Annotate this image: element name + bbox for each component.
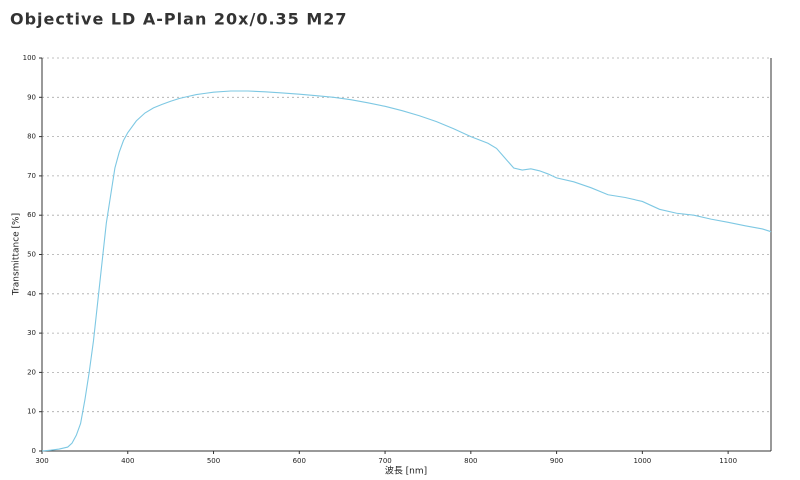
y-tick-label: 70 <box>27 172 36 180</box>
y-tick-label: 20 <box>27 368 36 376</box>
y-tick-label: 0 <box>32 447 36 455</box>
x-tick-label: 1100 <box>719 457 737 465</box>
x-tick-label: 400 <box>121 457 134 465</box>
x-axis-label: 波長 [nm] <box>385 465 427 477</box>
y-tick-label: 100 <box>23 54 36 62</box>
x-tick-label: 700 <box>378 457 391 465</box>
x-tick-label: 1000 <box>633 457 651 465</box>
x-tick-label: 300 <box>35 457 48 465</box>
y-tick-label: 60 <box>27 211 36 219</box>
y-tick-label: 30 <box>27 329 36 337</box>
x-tick-label: 600 <box>293 457 306 465</box>
y-tick-label: 10 <box>27 408 36 416</box>
chart-title: Objective LD A-Plan 20x/0.35 M27 <box>10 10 348 29</box>
y-tick-label: 80 <box>27 133 36 141</box>
data-line <box>41 90 772 452</box>
x-tick-label: 900 <box>550 457 563 465</box>
y-tick-label: 50 <box>27 251 36 259</box>
y-tick-label: 90 <box>27 93 36 101</box>
y-axis-label: Transmittance [%] <box>12 213 22 296</box>
x-tick-label: 500 <box>207 457 220 465</box>
x-tick-label: 800 <box>464 457 477 465</box>
y-tick-label: 40 <box>27 290 36 298</box>
